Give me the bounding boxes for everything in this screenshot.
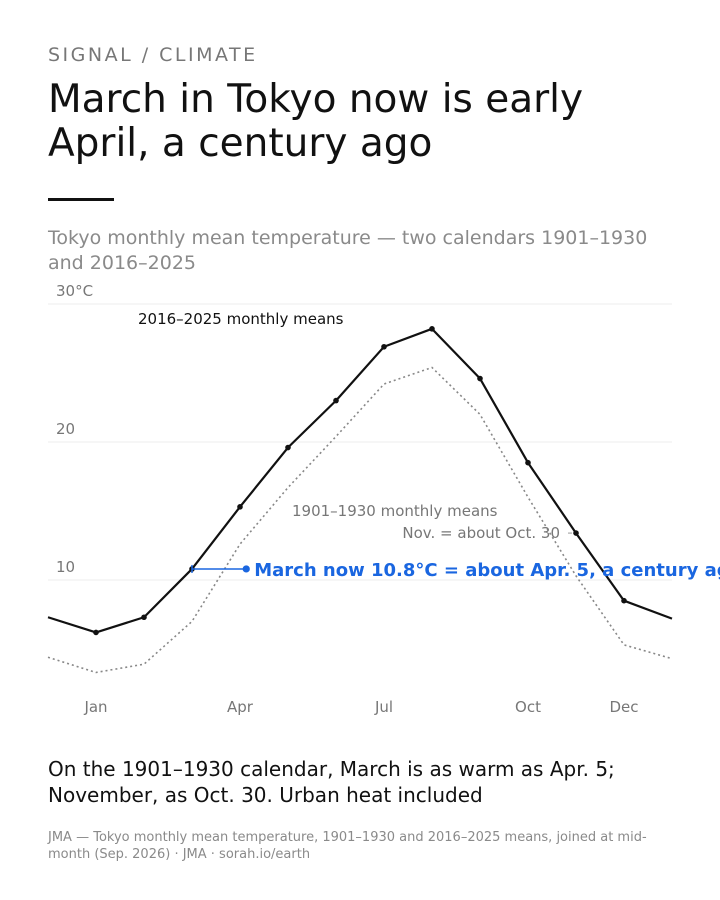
source-note: JMA — Tokyo monthly mean temperature, 19… <box>48 830 647 862</box>
data-point <box>141 614 147 621</box>
y-tick-label: 30°C <box>56 282 93 300</box>
series-line-recent <box>47 327 673 634</box>
x-tick-label: Jan <box>83 698 107 716</box>
headline: March in Tokyo now is early April, a cen… <box>48 77 584 166</box>
temperature-chart: 10 20 30°C Jan Apr Jul Oct Dec 2016–2025 monthl… <box>47 282 720 716</box>
chart-subtitle: Tokyo monthly mean temperature — two cal… <box>48 227 648 274</box>
x-tick-label: Oct <box>515 698 541 716</box>
data-point <box>285 444 291 451</box>
kicker: SIGNAL / CLIMATE <box>48 44 258 66</box>
data-point <box>573 530 579 536</box>
data-point <box>333 397 339 404</box>
data-point <box>477 375 483 382</box>
title-rule <box>48 198 114 201</box>
march-target-point <box>242 565 250 573</box>
x-tick-label: Dec <box>609 698 638 716</box>
takeaway-text: On the 1901–1930 calendar, March is as w… <box>48 757 615 807</box>
data-point <box>237 504 243 510</box>
x-tick-label: Apr <box>227 698 254 716</box>
november-annotation: Nov. = about Oct. 30 <box>402 524 560 542</box>
series-line-historic <box>47 366 673 674</box>
y-tick-label: 10 <box>56 558 75 576</box>
march-annotation: March now 10.8°C = about Apr. 5, a centu… <box>254 560 720 581</box>
x-tick-label: Jul <box>374 698 393 716</box>
data-point <box>525 459 531 466</box>
data-point <box>93 629 99 636</box>
series-label-recent: 2016–2025 monthly means <box>138 310 344 328</box>
y-tick-label: 20 <box>56 420 75 438</box>
data-point <box>429 326 435 332</box>
series-label-historic: 1901–1930 monthly means <box>292 502 498 520</box>
data-point <box>621 597 627 604</box>
data-point <box>381 343 387 350</box>
